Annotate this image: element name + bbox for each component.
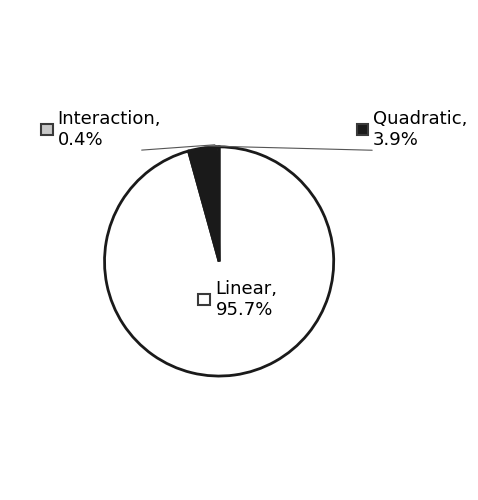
Wedge shape xyxy=(105,147,334,376)
Bar xyxy=(198,294,210,305)
Wedge shape xyxy=(216,147,219,262)
Text: Quadratic,
3.9%: Quadratic, 3.9% xyxy=(373,110,467,149)
Text: Linear,
95.7%: Linear, 95.7% xyxy=(216,280,278,318)
Text: Interaction,
0.4%: Interaction, 0.4% xyxy=(57,110,161,149)
Wedge shape xyxy=(188,147,219,262)
Bar xyxy=(357,124,368,136)
Bar xyxy=(42,124,53,136)
